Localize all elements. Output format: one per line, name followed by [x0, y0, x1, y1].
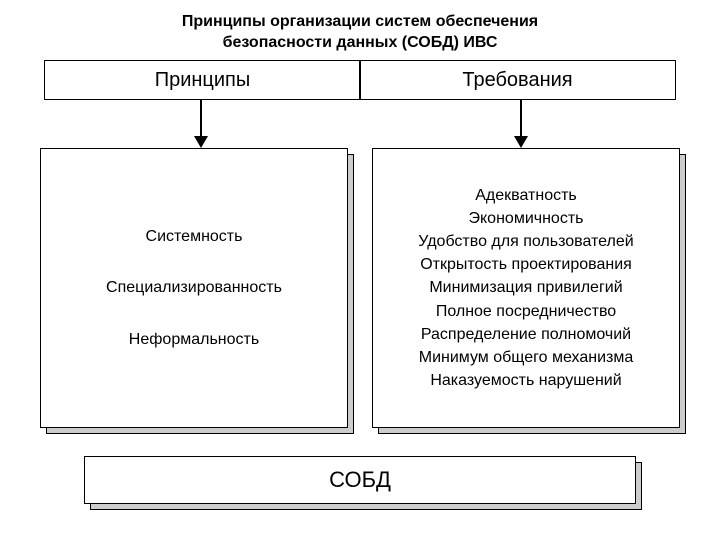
requirement-item: Наказуемость нарушений: [430, 369, 621, 392]
title-line-2: безопасности данных (СОБД) ИВС: [223, 34, 498, 51]
principle-item: Специализированность: [106, 276, 282, 299]
header-divider: [359, 60, 361, 100]
arrow-right-line: [520, 100, 522, 138]
requirement-item: Полное посредничество: [436, 300, 616, 323]
requirement-item: Экономичность: [469, 207, 584, 230]
requirement-item: Открытость проектирования: [420, 253, 632, 276]
requirement-item: Адекватность: [475, 184, 577, 207]
header-right-label: Требования: [360, 69, 675, 92]
footer-label: СОБД: [329, 467, 391, 493]
title-line-1: Принципы организации систем обеспечения: [182, 13, 538, 30]
header-left-label: Принципы: [45, 69, 360, 92]
principle-item: Системность: [146, 225, 243, 248]
footer-box: СОБД: [84, 456, 636, 504]
requirement-item: Минимум общего механизма: [419, 346, 634, 369]
requirement-item: Минимизация привилегий: [429, 276, 622, 299]
diagram-title: Принципы организации систем обеспечения …: [0, 12, 720, 54]
principles-box: Системность Специализированность Неформа…: [40, 148, 348, 428]
requirement-item: Распределение полномочий: [421, 323, 631, 346]
principle-item: Неформальность: [129, 328, 259, 351]
requirement-item: Удобство для пользователей: [418, 230, 633, 253]
arrow-left-line: [200, 100, 202, 138]
requirements-box: Адекватность Экономичность Удобство для …: [372, 148, 680, 428]
arrow-right-head: [514, 136, 528, 148]
arrow-left-head: [194, 136, 208, 148]
